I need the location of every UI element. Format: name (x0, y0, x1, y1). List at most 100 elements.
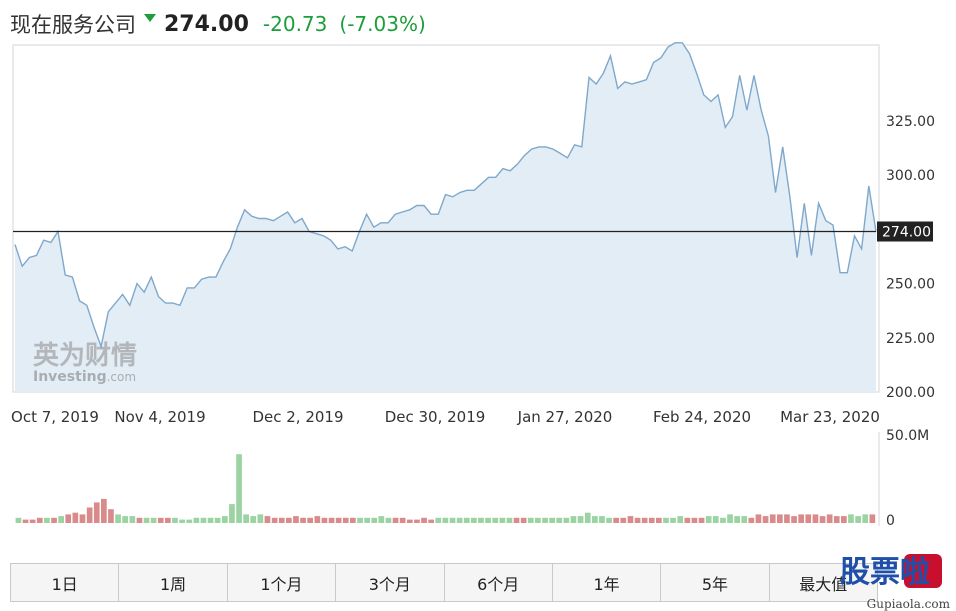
volume-bar (186, 519, 193, 523)
tab-1y[interactable]: 1年 (553, 564, 662, 601)
volume-bar (58, 516, 64, 523)
volume-bar (335, 517, 342, 523)
volume-bar (833, 516, 840, 523)
volume-bar (271, 517, 278, 523)
volume-bar (200, 517, 207, 523)
volume-bar (556, 517, 563, 523)
tab-max[interactable]: 最大值 (799, 574, 848, 594)
x-tick-label: Jan 27, 2020 (517, 408, 613, 426)
volume-bar (435, 517, 442, 523)
logo-en-text: Investing.com (33, 369, 136, 385)
volume-bar (222, 516, 228, 523)
volume-bar (563, 517, 570, 523)
price-change-percent: (-7.03%) (339, 12, 426, 36)
volume-bar (143, 517, 150, 523)
x-axis-ticks: Oct 7, 2019 Nov 4, 2019 Dec 2, 2019 Dec 30,… (11, 408, 880, 426)
volume-bar (193, 517, 200, 523)
volume-bar (542, 517, 548, 523)
volume-bar (791, 516, 797, 523)
volume-tick-label: 50.0M (886, 428, 929, 444)
volume-plot-area (13, 432, 879, 526)
x-tick-label: Feb 24, 2020 (653, 408, 751, 426)
volume-bar (243, 514, 249, 523)
volume-bar (407, 519, 413, 523)
volume-bar (691, 517, 698, 523)
volume-bar (286, 517, 292, 523)
volume-series (15, 454, 876, 523)
volume-bar (841, 516, 847, 523)
volume-bar (848, 514, 854, 523)
volume-bar (634, 517, 641, 523)
volume-bar (79, 514, 86, 523)
volume-bar (15, 517, 22, 523)
volume-bar (456, 517, 463, 523)
y-tick-label: 200.00 (886, 385, 935, 401)
tab-1m[interactable]: 1个月 (228, 564, 337, 601)
tab-5y[interactable]: 5年 (661, 564, 770, 601)
volume-bar (414, 519, 420, 523)
volume-bar (257, 514, 264, 523)
volume-bar (357, 517, 363, 523)
x-tick-label: Dec 2, 2019 (252, 408, 343, 426)
volume-bar (399, 517, 406, 523)
price-line (14, 42, 877, 350)
triangle-down-icon (144, 14, 156, 22)
badge-text: 股票啦 (840, 555, 930, 590)
volume-bar (862, 514, 869, 523)
volume-bar (129, 516, 136, 523)
volume-bar (549, 517, 555, 523)
x-tick-label: Dec 30, 2019 (385, 408, 486, 426)
volume-bar (172, 517, 178, 523)
volume-bar (44, 517, 50, 523)
volume-bar (101, 498, 107, 523)
volume-bar (51, 517, 57, 523)
volume-bar (371, 517, 378, 523)
volume-bar (442, 517, 449, 523)
volume-bar (392, 517, 399, 523)
volume-bar (777, 514, 783, 523)
volume-bar (677, 516, 684, 523)
volume-bar (136, 517, 143, 523)
volume-bar (741, 516, 748, 523)
x-tick-label: Mar 23, 2020 (780, 408, 880, 426)
volume-bar (577, 516, 584, 523)
stock-name: 现在服务公司 (10, 13, 136, 37)
volume-bar (712, 516, 719, 523)
y-tick-label: 325.00 (886, 114, 935, 130)
volume-bar (300, 517, 306, 523)
volume-bar (72, 512, 79, 523)
volume-bar (599, 516, 605, 523)
volume-bar (755, 514, 762, 523)
volume-bar (307, 517, 313, 523)
tab-6m[interactable]: 6个月 (445, 564, 553, 601)
volume-bar (527, 517, 534, 523)
volume-bar (122, 516, 128, 523)
volume-bar (819, 516, 826, 523)
volume-bar (471, 517, 477, 523)
last-price: 274.00 (164, 11, 249, 37)
volume-bar (641, 517, 648, 523)
volume-bar (478, 517, 484, 523)
volume-bar (648, 517, 655, 523)
volume-bar (855, 516, 861, 523)
volume-bar (506, 517, 513, 523)
y-axis-ticks: 325.00 300.00 250.00 225.00 200.00 (886, 114, 935, 401)
time-range-tabs: 1日 1周 1个月 3个月 6个月 1年 5年 最大值 (10, 563, 878, 602)
volume-bar (570, 516, 577, 523)
badge-background (904, 554, 942, 588)
volume-bar (826, 514, 833, 523)
tab-1w[interactable]: 1周 (119, 564, 228, 601)
y-tick-label: 225.00 (886, 331, 935, 347)
volume-bar (748, 517, 755, 523)
y-tick-label: 250.00 (886, 277, 935, 293)
current-price-box (877, 221, 933, 242)
tab-3m[interactable]: 3个月 (336, 564, 445, 601)
volume-bar (762, 516, 769, 523)
volume-bar (350, 517, 356, 523)
volume-bar (670, 517, 676, 523)
tab-1d[interactable]: 1日 (11, 564, 120, 601)
volume-bar (620, 517, 627, 523)
volume-bar (207, 517, 214, 523)
volume-bar (29, 519, 36, 523)
volume-bar (342, 517, 349, 523)
